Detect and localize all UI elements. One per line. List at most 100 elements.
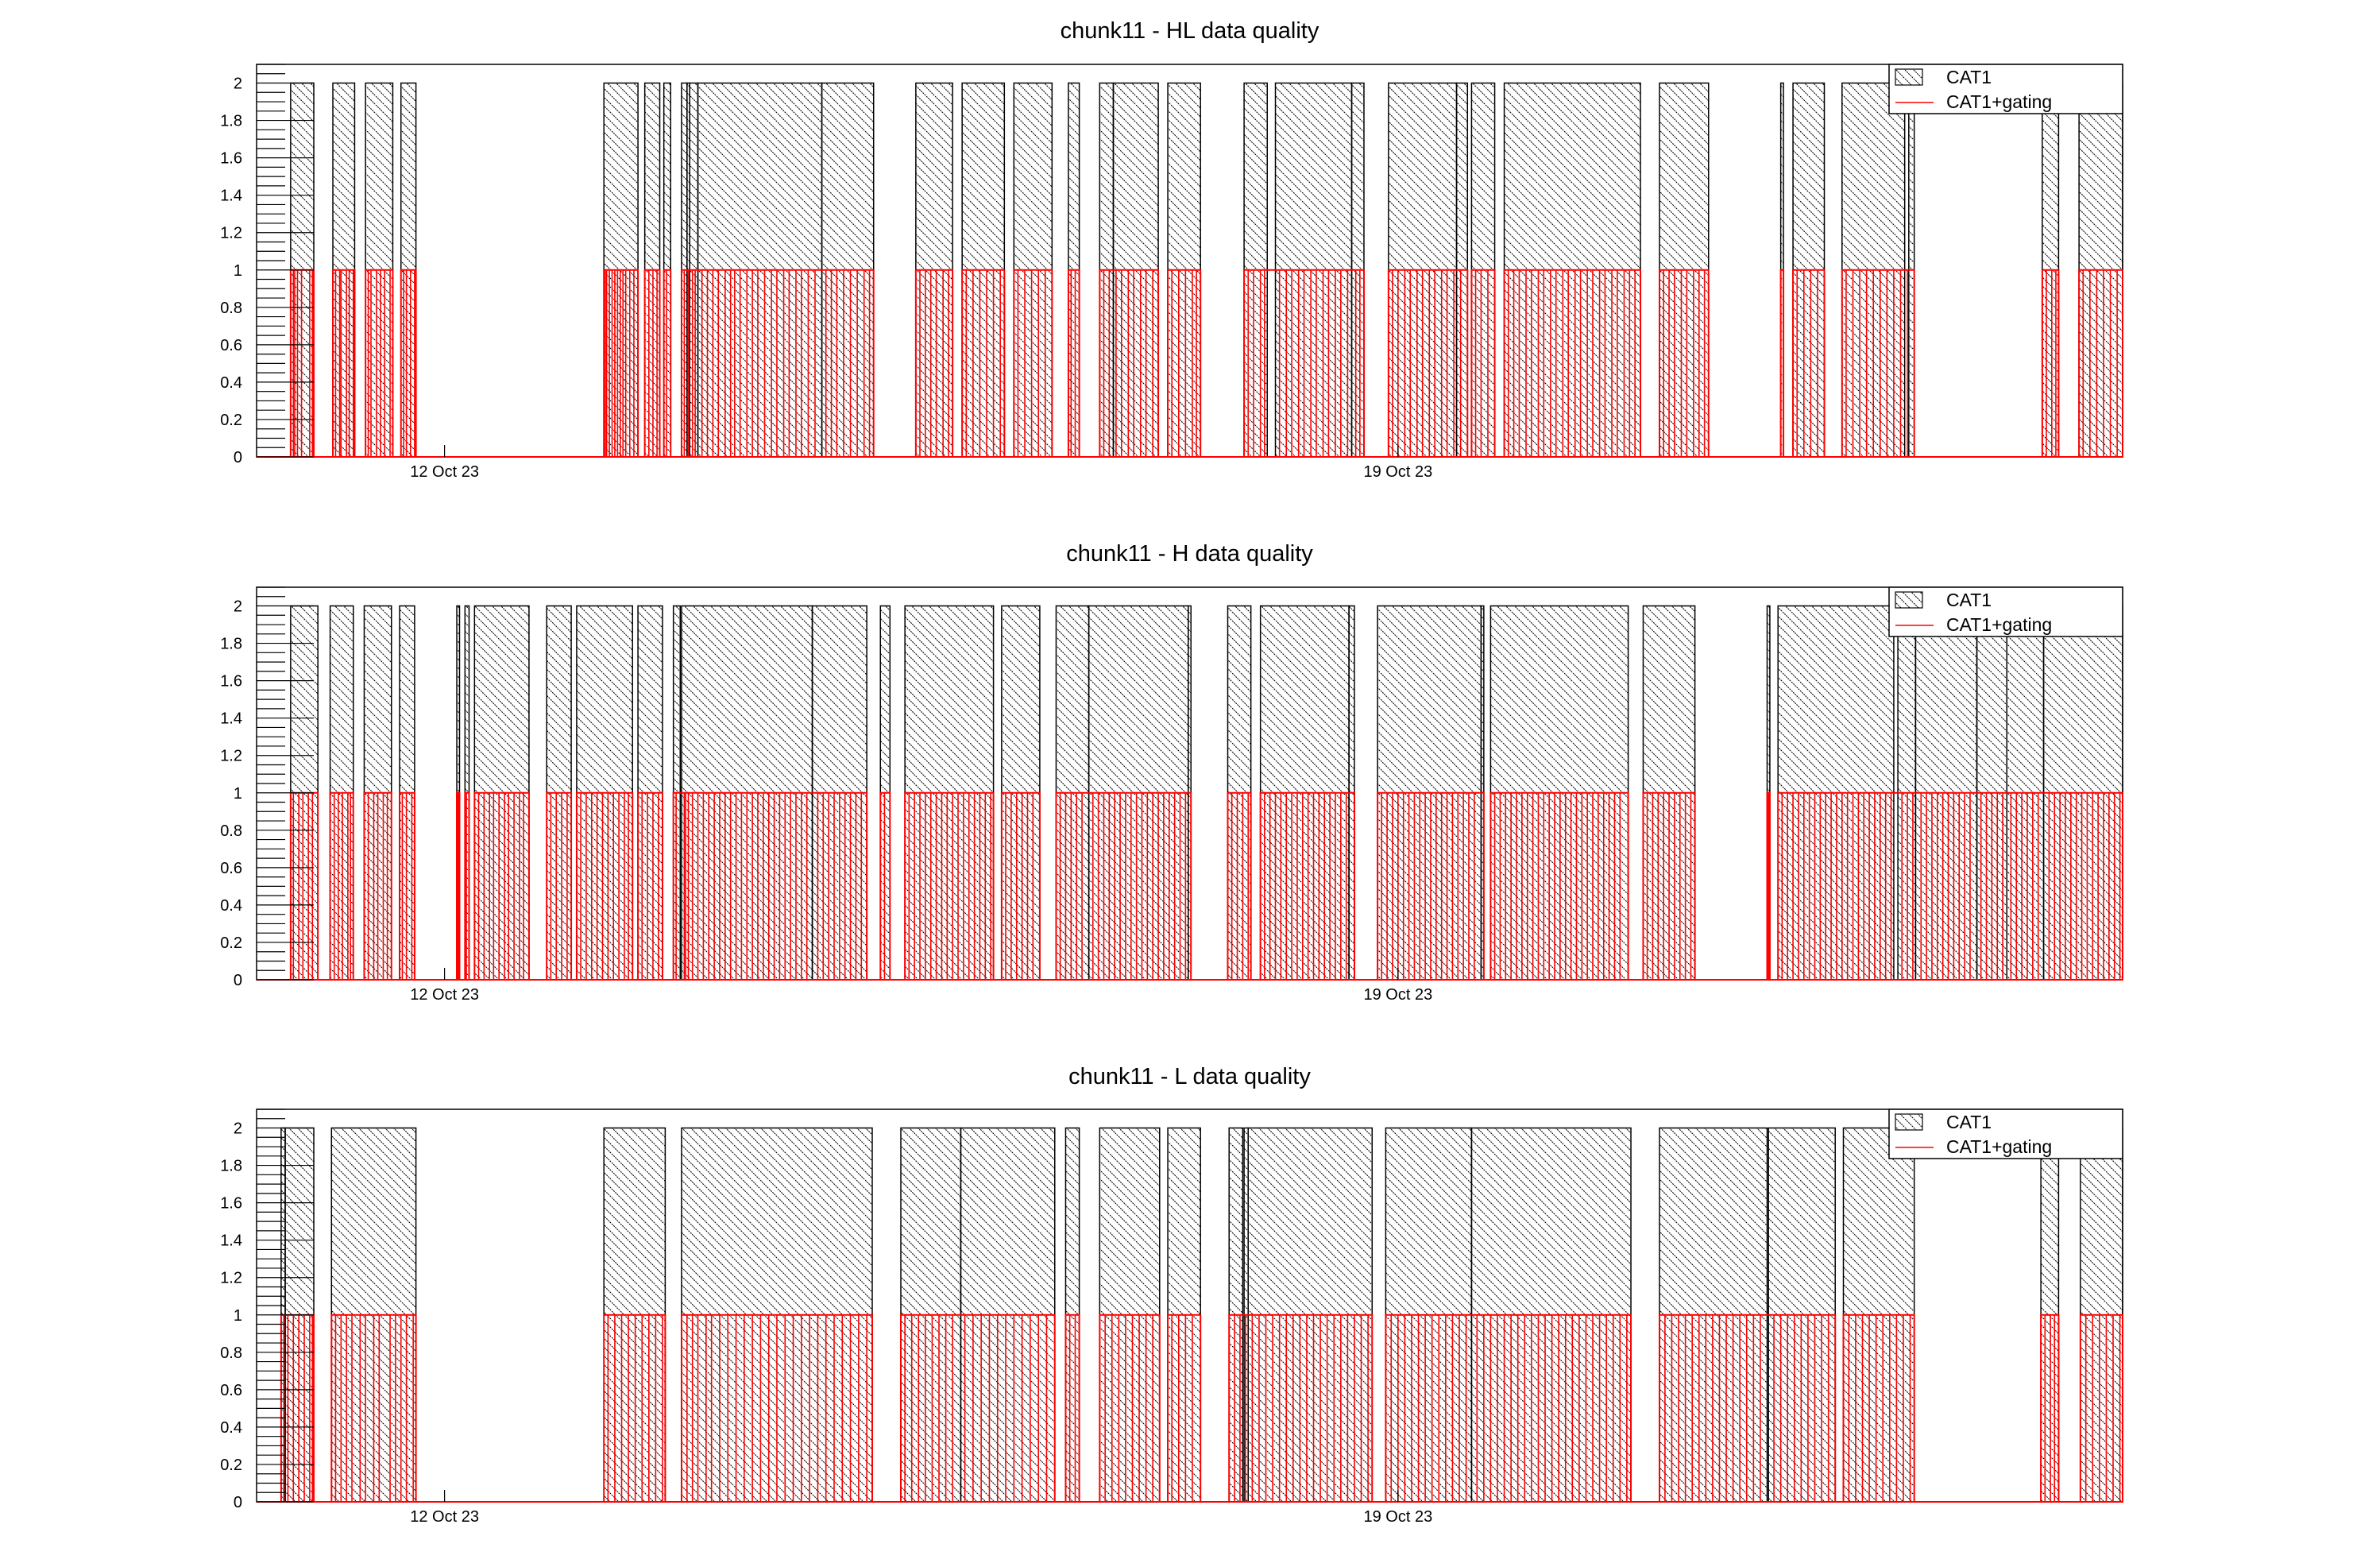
y-tick-label: 1.4 [220,188,242,205]
gating-segment [546,791,573,981]
gating-segment [1470,269,1496,458]
y-tick-label: 0 [234,449,242,466]
gating-segment [1777,791,2123,981]
y-tick-label: 1.8 [220,636,242,653]
legend-box [1888,586,2123,637]
gating-segment [2078,269,2123,458]
gating-segment [603,1314,666,1503]
gating-segment [961,269,1006,458]
y-tick-label: 1.4 [220,1232,242,1250]
legend-cat1-swatch [1895,591,1923,609]
y-tick-label: 0.2 [220,412,242,429]
gating-segment [2040,1314,2060,1503]
y-tick-label: 1.6 [220,1195,242,1213]
chart-title: chunk11 - HL data quality [1061,18,1319,44]
y-tick-label: 1.8 [220,113,242,130]
legend-label-cat1: CAT1 [1946,590,1992,610]
y-tick-label: 1.6 [220,673,242,691]
legend-box [1888,64,2123,114]
y-tick-label: 0.4 [220,374,242,392]
gating-segment [2041,269,2060,458]
gating-segment [1099,1314,1161,1503]
y-tick-label: 2 [234,598,242,616]
gating-segment [1503,269,1642,458]
y-tick-label: 1.2 [220,748,242,765]
y-tick-label: 0.6 [220,337,242,354]
gating-segment [1167,1314,1202,1503]
gating-segment [680,269,875,458]
gating-segment [464,791,470,981]
y-tick-label: 1.4 [220,710,242,728]
gating-segment [332,269,356,458]
gating-segment [1385,1314,1632,1503]
gating-segment [879,791,891,981]
gating-segment [1227,791,1252,981]
gating-segment [914,269,954,458]
y-tick-label: 2 [234,1120,242,1138]
y-tick-label: 0 [234,1494,242,1511]
gating-segment [1228,1314,1374,1503]
gating-segment [1841,269,1915,458]
gating-segment [1067,269,1080,458]
gating-segment [1779,269,1785,458]
gating-segment [1659,269,1710,458]
chart-panel-1: chunk11 - H data quality 0 0.2 0.4 0.6 0.8 1 1.… [220,541,2123,1004]
x-tick-label: 19 Oct 23 [1363,986,1432,1004]
y-tick-label: 2 [234,75,242,93]
y-tick-label: 0.8 [220,1345,242,1362]
gating-segment [1055,791,1192,981]
gating-segment [904,791,995,981]
chart-panel-2: chunk11 - L data quality 0 0.2 0.4 0.6 0.8 1 1.… [220,1064,2123,1526]
gating-segment [1064,1314,1080,1503]
legend-cat1-swatch [1895,1113,1923,1131]
legend-label-cat1: CAT1 [1946,1112,1992,1132]
x-tick-label: 12 Oct 23 [410,986,479,1004]
gating-segment [1387,269,1469,458]
gating-segment [473,791,530,981]
y-tick-label: 1.2 [220,1270,242,1287]
chart-title: chunk11 - L data quality [1068,1064,1311,1089]
x-tick-label: 12 Oct 23 [410,463,479,481]
x-tick-label: 12 Oct 23 [410,1508,479,1526]
gating-segment [672,791,868,981]
x-tick-label: 19 Oct 23 [1363,1508,1432,1526]
y-tick-label: 1 [234,262,242,280]
legend-label-gating: CAT1+gating [1946,91,2052,112]
legend: CAT1 CAT1+gating [1888,64,2123,114]
y-tick-label: 1.6 [220,150,242,168]
gating-segment [1842,1314,1915,1503]
y-tick-label: 0.6 [220,860,242,877]
chart-title: chunk11 - H data quality [1066,541,1313,567]
y-tick-label: 1.2 [220,225,242,242]
gating-segment [329,791,354,981]
gating-segment [1099,269,1160,458]
y-tick-label: 0.6 [220,1382,242,1399]
y-tick-label: 0.2 [220,934,242,952]
gating-segment [1259,791,1355,981]
chart-panel-0: chunk11 - HL data quality 0 0.2 0.4 0.6 0.8 1 1… [220,18,2123,481]
gating-segment [1659,1314,1837,1503]
y-tick-label: 1.8 [220,1158,242,1175]
gating-segment [575,791,634,981]
legend-box [1888,1109,2123,1159]
legend-label-gating: CAT1+gating [1946,1136,2052,1157]
y-tick-label: 1 [234,1307,242,1325]
y-tick-label: 0.4 [220,1419,242,1437]
y-tick-label: 0.8 [220,822,242,840]
gating-segment [603,269,639,458]
y-tick-label: 0.2 [220,1457,242,1474]
x-tick-label: 19 Oct 23 [1363,463,1432,481]
gating-segment [663,269,672,458]
gating-segment [365,269,394,458]
gating-segment [1167,269,1202,458]
legend: CAT1 CAT1+gating [1888,1109,2123,1159]
gating-segment [1000,791,1041,981]
y-tick-label: 0 [234,972,242,989]
gating-segment [400,269,417,458]
gating-segment [1013,269,1053,458]
legend: CAT1 CAT1+gating [1888,586,2123,637]
gating-segment [900,1314,1056,1503]
y-tick-label: 0.4 [220,897,242,915]
legend-label-cat1: CAT1 [1946,67,1992,87]
